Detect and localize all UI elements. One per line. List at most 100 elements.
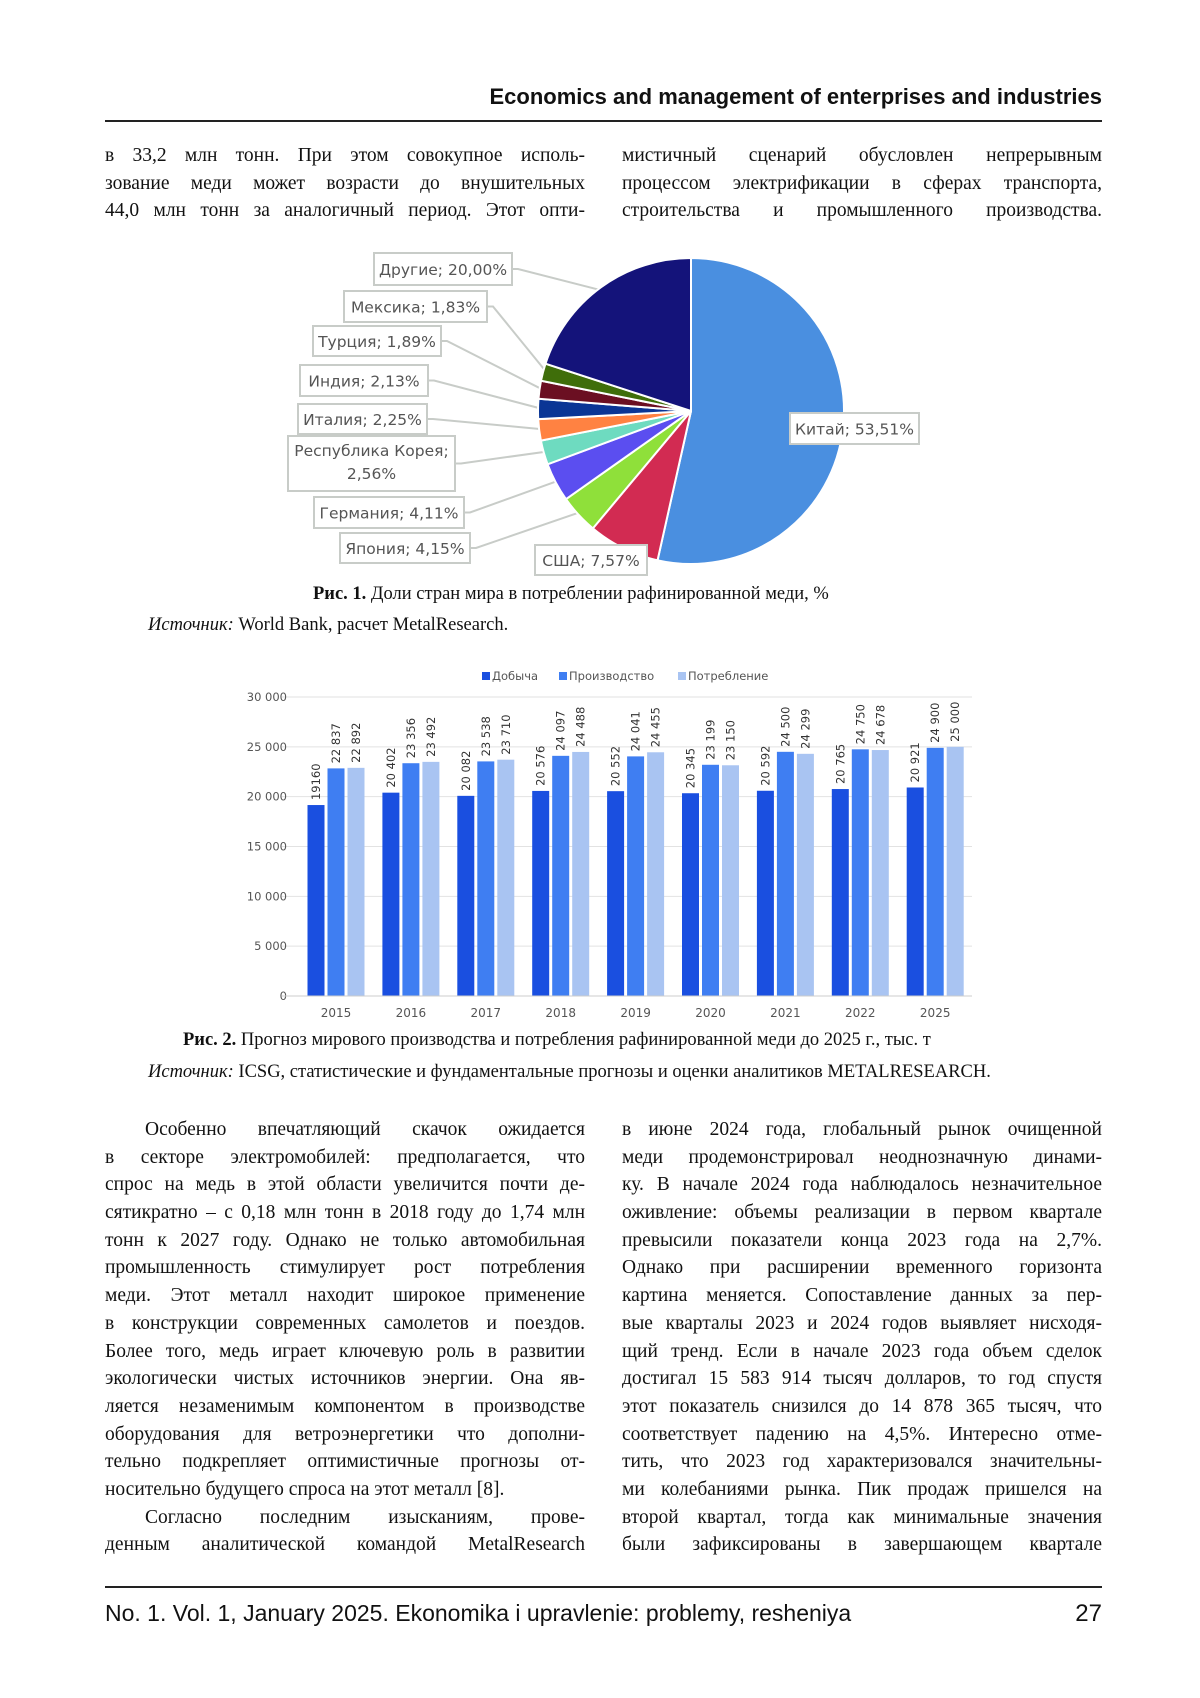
bar-data-label: 24 299: [798, 709, 812, 749]
y-tick-label: 5 000: [254, 939, 287, 953]
top-text-right-column: мистичный сценарий обусловлен непрерывны…: [622, 142, 1102, 225]
text-line: в конструкции современных самолетов и по…: [105, 1312, 585, 1334]
bar: [347, 767, 365, 996]
text-line: ку. В начале 2024 года наблюдалось незна…: [622, 1174, 1102, 1196]
text-line: в секторе электромобилей: предполагается…: [105, 1146, 585, 1168]
bar: [607, 791, 625, 996]
footer-rule: [105, 1586, 1102, 1588]
figure-1-source: Источник: World Bank, расчет MetalResear…: [148, 615, 508, 636]
bar-data-label: 24 041: [629, 711, 643, 751]
text-line: зование меди может возрасти до внушитель…: [105, 172, 585, 194]
bar-data-label: 23 150: [724, 720, 738, 760]
bar: [307, 805, 325, 996]
text-line: достигал 15 583 914 тысяч долларов, то г…: [622, 1368, 1102, 1390]
legend-label: Добыча: [492, 669, 538, 683]
bar: [572, 751, 590, 996]
bar: [422, 761, 440, 996]
bar-data-label: 24 097: [554, 711, 568, 751]
data-label: 2,56%: [347, 465, 396, 483]
text-line: тонн к 2027 году. Однако не только автом…: [105, 1229, 585, 1251]
x-tick-label: 2021: [770, 1006, 801, 1020]
text-line: процессом электрификации в сферах трансп…: [622, 172, 1102, 194]
bar-data-label: 20 402: [384, 747, 398, 787]
pie-labels: Китай; 53,51% США; 7,57% Япония; 4,15% Герм…: [287, 252, 920, 576]
text-line: сятикратно – с 0,18 млн тонн в 2018 году…: [105, 1202, 585, 1224]
footer-citation: No. 1. Vol. 1, January 2025. Ekonomika i…: [105, 1600, 852, 1626]
data-label-box: [339, 532, 471, 564]
text-line: в 33,2 млн тонн. При этом совокупное исп…: [105, 145, 585, 166]
bar: [831, 789, 849, 996]
text-line: строительства и промышленного производст…: [622, 200, 1102, 222]
bar: [702, 764, 719, 996]
bar-data-label: 24 455: [649, 707, 663, 747]
data-label-box: [299, 364, 429, 397]
bar-data-label: 23 356: [404, 718, 418, 758]
x-tick-label: 2019: [620, 1006, 651, 1020]
bar-data-label: 25 000: [948, 702, 962, 742]
data-label: Другие; 20,00%: [379, 261, 507, 279]
y-tick-label: 25 000: [247, 740, 287, 754]
leader-line: [427, 418, 544, 431]
bar-data-label: 19160: [309, 763, 323, 800]
text-line: Более того, медь играет ключевую роль в …: [105, 1340, 585, 1362]
data-label-box: [287, 435, 456, 492]
bar-data-label: 20 576: [534, 746, 548, 786]
text-line: денным аналитической командой MetalResea…: [105, 1534, 585, 1556]
figure-1-label: Рис. 1.: [313, 584, 367, 604]
data-label: Турция; 1,89%: [317, 333, 436, 351]
text-line: тить, что 2023 год характеризовался знач…: [622, 1451, 1102, 1473]
text-line: носительно будущего спроса на этот метал…: [105, 1478, 505, 1500]
data-label-box: [312, 325, 442, 357]
text-line: вые кварталы 2023 и 2024 годов выявляет …: [622, 1312, 1102, 1334]
bar: [402, 763, 420, 996]
figure-2-caption: Рис. 2. Прогноз мирового производства и …: [183, 1030, 931, 1051]
figure-2-source: Источник: ICSG, статистические и фундаме…: [148, 1062, 991, 1083]
data-label-box: [343, 290, 488, 323]
pie-slices: [537, 256, 845, 565]
text-line: оживление: объемы реализации в первом кв…: [622, 1202, 1102, 1224]
bar: [647, 752, 665, 996]
figure-1-caption-text: Доли стран мира в потреблении рафинирова…: [366, 584, 829, 604]
bar: [776, 751, 794, 996]
pie-slice: [544, 256, 692, 413]
text-line: ляется незаменимым компонентом в произво…: [105, 1395, 585, 1417]
y-tick-label: 10 000: [247, 889, 287, 903]
text-line: Особенно впечатляющий скачок ожидается: [145, 1119, 585, 1140]
leader-line: [441, 340, 545, 392]
bar: [382, 792, 400, 996]
text-line: превысили показатели конца 2023 года на …: [622, 1229, 1102, 1251]
page-number: 27: [1075, 1600, 1102, 1627]
legend-swatch: [482, 672, 490, 680]
data-label: Германия; 4,11%: [320, 505, 459, 523]
text-line: оборудования для ветроэнергетики что доп…: [105, 1423, 585, 1445]
figure-1-source-text: World Bank, расчет MetalResearch.: [233, 615, 509, 635]
bar: [871, 750, 889, 996]
leader-line: [470, 510, 583, 549]
bar-data-label: 23 538: [479, 716, 493, 756]
x-tick-label: 2020: [695, 1006, 726, 1020]
leader-line: [487, 305, 549, 374]
text-line: в июне 2024 года, глобальный рынок очище…: [622, 1119, 1102, 1140]
leader-line: [428, 379, 543, 410]
text-line: ми колебаниями рынка. Пик продаж пришелс…: [622, 1478, 1102, 1500]
y-tick-label: 15 000: [247, 840, 287, 854]
bar: [851, 749, 869, 996]
text-line: экологически чистых источников энергии. …: [105, 1368, 585, 1390]
bar-data-label: 24 900: [928, 703, 942, 743]
body-text-right-column: в июне 2024 года, глобальный рынок очище…: [622, 1116, 1102, 1559]
bar: [682, 793, 699, 996]
bar-data-label: 23 492: [424, 717, 438, 757]
x-tick-label: 2017: [471, 1006, 502, 1020]
bar-data-label: 20 765: [833, 744, 847, 784]
bar-data-label: 22 837: [329, 723, 343, 763]
text-line: были зафиксированы в завершающем квартал…: [622, 1534, 1102, 1556]
figure-1-caption: Рис. 1. Доли стран мира в потреблении ра…: [313, 584, 829, 605]
bar-data-label: 23 199: [704, 720, 718, 760]
legend-swatch: [559, 672, 567, 680]
bar: [497, 759, 515, 996]
text-line: щий тренд. Если в начале 2023 года объем…: [622, 1340, 1102, 1362]
text-line: второй квартал, тогда как минимальные зн…: [622, 1506, 1102, 1528]
leader-line: [455, 450, 549, 465]
text-line: мистичный сценарий обусловлен непрерывны…: [622, 145, 1102, 166]
y-tick-label: 30 000: [247, 690, 287, 704]
